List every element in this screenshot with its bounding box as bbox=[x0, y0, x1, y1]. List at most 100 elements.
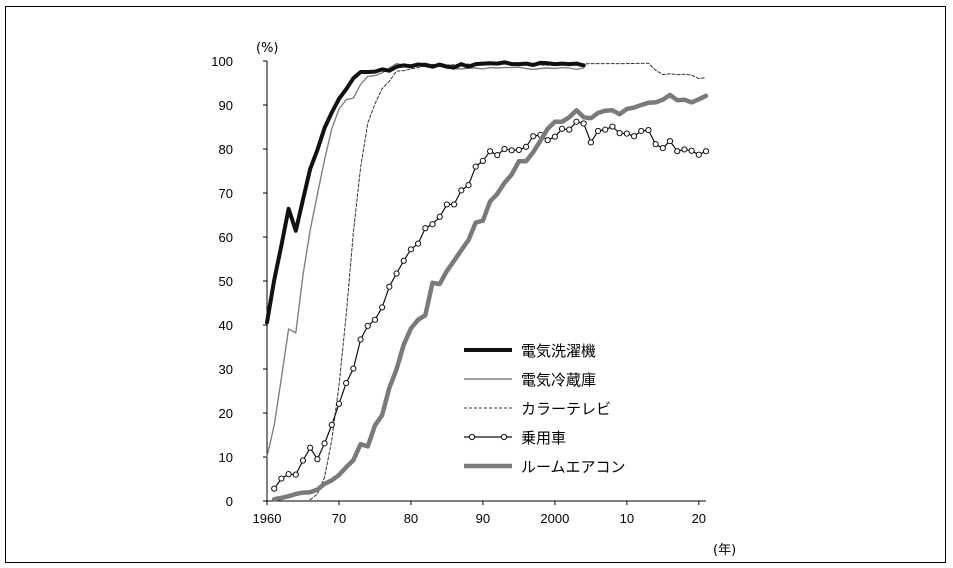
x-tick-label: 1960 bbox=[253, 511, 282, 526]
data-point bbox=[652, 141, 659, 148]
data-point bbox=[645, 126, 652, 134]
x-tick-label: 20 bbox=[692, 511, 706, 526]
data-point bbox=[695, 151, 702, 158]
data-point bbox=[666, 137, 674, 145]
data-point bbox=[458, 187, 465, 194]
data-point bbox=[299, 457, 307, 464]
y-tick-label: 50 bbox=[219, 274, 233, 289]
x-tick-label: 90 bbox=[476, 511, 490, 526]
x-tick-label: 80 bbox=[404, 511, 418, 526]
data-point bbox=[314, 456, 321, 463]
data-point bbox=[307, 444, 314, 451]
data-point bbox=[609, 123, 616, 130]
data-point bbox=[659, 145, 666, 152]
series-layer bbox=[265, 60, 710, 502]
y-tick-label: 60 bbox=[219, 230, 233, 245]
data-point bbox=[558, 125, 566, 132]
data-point bbox=[530, 133, 537, 140]
legend-label: 電気冷蔵庫 bbox=[521, 371, 596, 389]
legend-marker bbox=[500, 433, 508, 441]
legend-item: ルームエアコン bbox=[464, 458, 626, 476]
y-tick-label: 70 bbox=[219, 186, 233, 201]
y-tick-label: 40 bbox=[219, 318, 233, 333]
data-point bbox=[681, 146, 688, 153]
data-point bbox=[472, 163, 479, 170]
data-point bbox=[415, 240, 422, 247]
legend-item: 電気冷蔵庫 bbox=[464, 371, 596, 389]
chart-frame bbox=[5, 6, 946, 563]
data-point bbox=[379, 304, 386, 311]
series-line bbox=[265, 60, 586, 325]
y-tick-label: 90 bbox=[219, 98, 233, 113]
data-point bbox=[702, 148, 710, 155]
legend-item: 乗用車 bbox=[464, 429, 566, 447]
data-point bbox=[400, 257, 407, 264]
x-tick-label: 2000 bbox=[540, 511, 569, 526]
data-point bbox=[321, 440, 328, 447]
data-point bbox=[494, 152, 501, 159]
data-point bbox=[580, 120, 587, 127]
x-tick-label: 70 bbox=[332, 511, 346, 526]
series-line bbox=[271, 92, 709, 502]
legend-item: 電気洗濯機 bbox=[464, 342, 596, 360]
data-point bbox=[501, 145, 508, 153]
data-point bbox=[292, 471, 299, 478]
series-1 bbox=[266, 62, 585, 458]
data-point bbox=[278, 475, 285, 482]
data-point bbox=[357, 336, 364, 343]
data-point bbox=[551, 133, 558, 140]
data-point bbox=[566, 126, 573, 133]
data-point bbox=[616, 130, 623, 137]
data-point bbox=[688, 147, 695, 154]
series-4 bbox=[271, 92, 709, 502]
series-line bbox=[266, 62, 585, 458]
y-tick-label: 20 bbox=[219, 406, 233, 421]
data-point bbox=[623, 130, 630, 137]
data-point bbox=[422, 225, 429, 232]
data-point bbox=[350, 365, 357, 372]
data-point bbox=[335, 400, 343, 407]
legend-marker bbox=[468, 433, 476, 441]
y-tick-label: 100 bbox=[211, 54, 233, 69]
legend-item: カラーテレビ bbox=[464, 400, 611, 418]
legend-label: カラーテレビ bbox=[521, 400, 611, 418]
data-point bbox=[364, 322, 371, 329]
data-point bbox=[436, 213, 443, 220]
y-tick-label: 80 bbox=[219, 142, 233, 157]
legend-label: ルームエアコン bbox=[521, 458, 626, 476]
data-point bbox=[674, 148, 681, 155]
data-point bbox=[465, 181, 472, 189]
series-3 bbox=[271, 118, 710, 492]
data-point bbox=[285, 471, 292, 478]
data-point bbox=[544, 137, 551, 144]
series-line bbox=[273, 121, 707, 490]
data-point bbox=[638, 127, 645, 135]
data-point bbox=[602, 126, 609, 133]
data-point bbox=[508, 147, 515, 154]
data-point bbox=[271, 485, 278, 492]
data-point bbox=[443, 201, 451, 208]
legend-label: 電気洗濯機 bbox=[521, 342, 596, 360]
y-tick-label: 30 bbox=[219, 362, 233, 377]
data-point bbox=[407, 246, 415, 253]
data-point bbox=[386, 283, 393, 290]
y-tick-label: 0 bbox=[226, 494, 233, 509]
series-0 bbox=[265, 60, 586, 325]
data-point bbox=[630, 133, 638, 140]
data-point bbox=[451, 201, 458, 208]
y-tick-label: 10 bbox=[219, 450, 233, 465]
data-point bbox=[515, 146, 522, 153]
data-point bbox=[343, 379, 350, 387]
y-axis-unit-label: (%) bbox=[256, 41, 279, 56]
data-point bbox=[486, 148, 494, 155]
data-point bbox=[429, 221, 436, 228]
data-point bbox=[587, 139, 594, 146]
data-point bbox=[393, 270, 400, 277]
data-point bbox=[371, 316, 379, 323]
legend-label: 乗用車 bbox=[521, 429, 566, 447]
x-tick-label: 10 bbox=[620, 511, 634, 526]
x-axis-unit-label: (年) bbox=[713, 543, 736, 558]
data-point bbox=[594, 127, 602, 135]
